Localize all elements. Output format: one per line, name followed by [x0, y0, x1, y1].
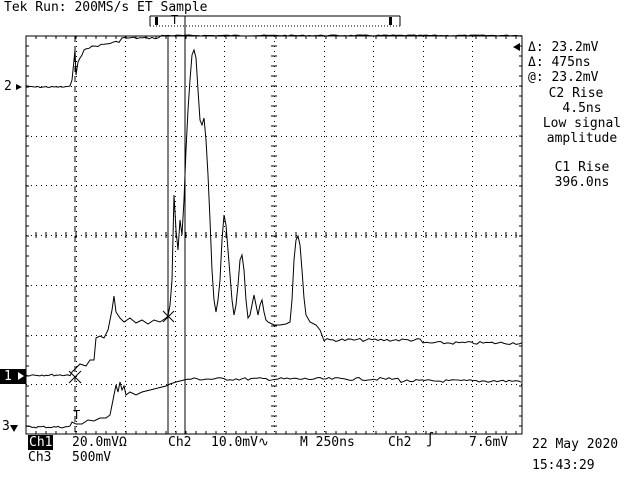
acquisition-status: Tek Run: 200MS/s ET Sample	[4, 0, 208, 15]
c2-rise-title: C2 Rise	[548, 86, 604, 101]
ch2-label[interactable]: Ch2	[168, 435, 192, 450]
ch1-label[interactable]: Ch1	[28, 435, 54, 450]
c2-note-line1: Low signal	[542, 116, 622, 131]
ch1-scale: 20.0mVΩ	[72, 435, 127, 450]
trigger-slope-rising-icon: ∫	[426, 432, 435, 448]
measure-delta-v: Δ: 23.2mV	[528, 40, 599, 55]
ch2-marker-label: 2	[4, 79, 12, 94]
trigger-position-label: T	[171, 13, 179, 27]
ch3-ground-arrow	[10, 425, 18, 432]
record-position-bracket	[149, 15, 401, 27]
timebase: M 250ns	[300, 435, 355, 450]
trigger-level-arrow	[513, 43, 520, 51]
measure-delta-t: Δ: 475ns	[528, 55, 591, 70]
graticule-grid	[25, 35, 522, 434]
trigger-t-marker: T	[73, 408, 81, 422]
trigger-level: 7.6mV	[469, 435, 509, 450]
ch3-marker-label: 3	[2, 419, 10, 434]
c1-rise-value: 396.0ns	[554, 175, 610, 190]
time: 15:43:29	[532, 458, 595, 473]
ch1-ground-marker-bg	[0, 369, 26, 384]
ch1-ground-arrow	[18, 372, 24, 380]
ch3-label[interactable]: Ch3	[28, 450, 52, 465]
ch2-ground-arrow	[16, 84, 22, 90]
ch3-trace	[25, 376, 522, 429]
ch1-marker-label: 1	[4, 369, 12, 384]
trigger-source: Ch2	[388, 435, 412, 450]
ch2-trace	[25, 34, 523, 89]
c2-note-line2: amplitude	[546, 131, 618, 146]
cursor-intersection-markers	[68, 310, 175, 384]
ch1-trace	[25, 48, 523, 377]
ch2-scale: 10.0mV∿	[211, 435, 269, 450]
c2-rise-value: 4.5ns	[562, 101, 602, 116]
ch3-scale: 500mV	[72, 450, 112, 465]
c1-rise-title: C1 Rise	[554, 160, 610, 175]
date: 22 May 2020	[532, 437, 619, 452]
measure-at-v: @: 23.2mV	[528, 70, 599, 85]
